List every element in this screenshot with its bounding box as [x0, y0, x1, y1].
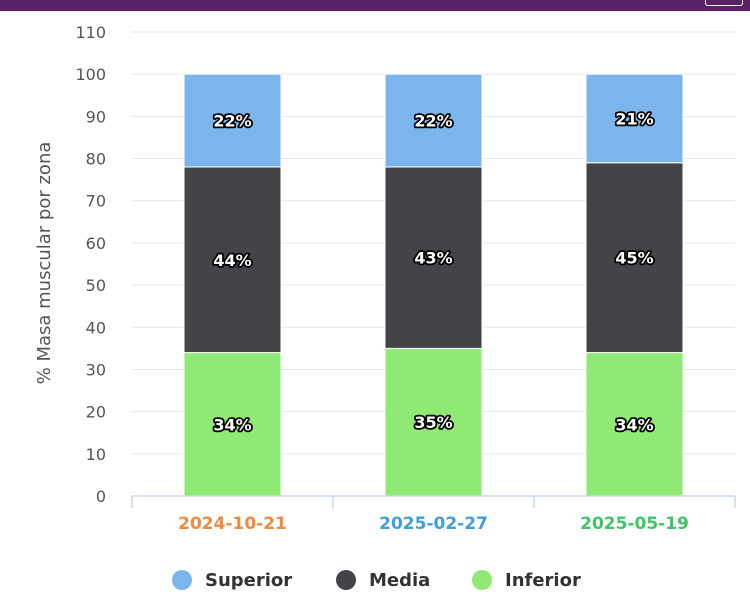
data-label: 22% [414, 112, 452, 131]
bar-segment-inferior[interactable] [183, 352, 282, 497]
data-label: 45% [615, 249, 653, 268]
bar-segment-media[interactable] [183, 166, 282, 354]
legend-dot-media [336, 570, 356, 590]
legend-item-media[interactable]: Media [336, 565, 430, 595]
x-tick-label: 2025-05-19 [580, 514, 689, 534]
bar-segment-media[interactable] [585, 162, 684, 354]
y-tick-label: 100 [75, 65, 106, 84]
y-tick-label: 110 [75, 23, 106, 42]
data-label: 44% [213, 251, 251, 270]
x-tick-label: 2025-02-27 [379, 514, 488, 534]
legend-label-media: Media [369, 569, 431, 591]
bar-segment-superior[interactable] [183, 73, 282, 168]
data-label: 22% [213, 112, 251, 131]
data-label: 34% [213, 415, 251, 434]
data-label: 21% [615, 109, 653, 128]
data-label: 35% [414, 413, 452, 432]
legend-item-superior[interactable]: Superior [172, 565, 292, 595]
y-tick-label: 50 [86, 276, 106, 295]
stacked-bar-chart: 0 10 20 30 40 50 60 70 80 90 100 110 % Masa muscula… [34, 23, 736, 534]
top-bar [0, 0, 750, 11]
menu-button[interactable] [705, 0, 743, 6]
legend-label-superior: Superior [205, 569, 293, 591]
y-tick-label: 20 [86, 403, 106, 422]
x-axis: 2024-10-21 2025-02-27 2025-05-19 [131, 495, 736, 534]
bars [183, 73, 684, 497]
data-labels: 34% 44% 22% 35% 43% 22% 34% 45% 21% [212, 108, 656, 436]
legend-dot-inferior [472, 570, 492, 590]
y-tick-label: 90 [86, 107, 106, 126]
data-label: 43% [414, 249, 452, 268]
y-axis-ticks: 0 10 20 30 40 50 60 70 80 90 100 110 [75, 23, 106, 506]
legend-dot-superior [172, 570, 192, 590]
bar-segment-inferior[interactable] [384, 347, 483, 497]
y-tick-label: 60 [86, 234, 106, 253]
y-tick-label: 80 [86, 150, 106, 169]
y-tick-label: 70 [86, 192, 106, 211]
y-tick-label: 0 [96, 487, 106, 506]
bar-segment-superior[interactable] [585, 73, 684, 164]
bar-segment-superior[interactable] [384, 73, 483, 168]
y-tick-label: 30 [86, 360, 106, 379]
y-tick-label: 10 [86, 445, 106, 464]
y-axis-label: % Masa muscular por zona [34, 142, 55, 385]
x-tick-label: 2024-10-21 [178, 514, 287, 534]
bar-segment-inferior[interactable] [585, 352, 684, 497]
data-label: 34% [615, 415, 653, 434]
legend: Superior Media Inferior [0, 565, 750, 595]
legend-item-inferior[interactable]: Inferior [472, 565, 581, 595]
y-tick-label: 40 [86, 318, 106, 337]
bar-segment-media[interactable] [384, 166, 483, 349]
legend-label-inferior: Inferior [505, 569, 581, 591]
